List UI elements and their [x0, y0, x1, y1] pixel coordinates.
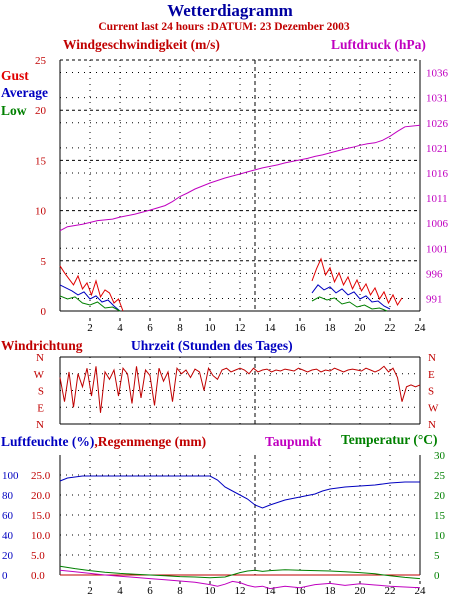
wind-panel-x-tick-label: 20 — [355, 322, 367, 334]
climate-panel-x-tick-label: 10 — [205, 585, 217, 597]
pressure-y-tick-label: 1011 — [426, 193, 448, 205]
humidity-y-tick-label: 60 — [2, 510, 14, 522]
humidity-y-tick-label: 100 — [2, 470, 19, 482]
wind-y-tick-label: 10 — [35, 206, 47, 218]
humidity-y-tick-label: 40 — [2, 530, 14, 542]
climate-panel-x-tick-label: 8 — [177, 585, 183, 597]
direction-left-tick-label: N — [36, 352, 44, 364]
direction-left-tick-label: E — [37, 402, 44, 414]
wind-low-line — [311, 296, 388, 312]
rain-axis-label: Regenmenge (mm) — [98, 434, 206, 449]
humidity-axis-label: Luftfeuchte (%) — [1, 434, 94, 449]
wind-y-tick-label: 5 — [41, 256, 47, 268]
rain-y-tick-label: 5.0 — [31, 550, 45, 562]
pressure-y-tick-label: 991 — [426, 293, 443, 305]
rain-y-tick-label: 10.0 — [31, 530, 51, 542]
humidity-y-tick-label: 0 — [2, 570, 8, 582]
temperature-y-tick-label: 25 — [434, 470, 446, 482]
wind-panel-x-tick-label: 14 — [265, 322, 277, 334]
legend-low: Low — [1, 103, 27, 118]
time-axis-label: Uhrzeit (Stunden des Tages) — [131, 338, 293, 353]
climate-panel-x-tick-label: 18 — [325, 585, 337, 597]
wind-panel-x-tick-label: 2 — [87, 322, 93, 334]
climate-panel-x-tick-label: 12 — [235, 585, 246, 597]
climate-panel-x-tick-label: 16 — [295, 585, 307, 597]
direction-left-tick-label: N — [36, 419, 44, 431]
wind-y-tick-label: 0 — [41, 306, 47, 318]
climate-panel-x-tick-label: 22 — [385, 585, 396, 597]
pressure-y-tick-label: 1031 — [426, 93, 448, 105]
wind-panel-x-tick-label: 8 — [177, 322, 183, 334]
wind-average-line — [59, 284, 121, 312]
direction-right-tick-label: S — [428, 386, 434, 398]
humidity-y-tick-label: 20 — [2, 550, 14, 562]
temperature-y-tick-label: 5 — [434, 550, 440, 562]
legend-average: Average — [1, 85, 48, 100]
wind-y-tick-label: 25 — [35, 55, 47, 67]
climate-panel-x-tick-label: 6 — [147, 585, 153, 597]
wind-panel-x-tick-label: 16 — [295, 322, 307, 334]
direction-left-tick-label: S — [38, 386, 44, 398]
direction-left-tick-label: W — [34, 369, 45, 381]
rain-y-tick-label: 20.0 — [31, 490, 51, 502]
wind-average-line — [311, 284, 391, 310]
wind-panel-x-tick-label: 6 — [147, 322, 153, 334]
pressure-line — [59, 124, 421, 232]
rain-y-tick-label: 15.0 — [31, 510, 51, 522]
plot-layer: 0510152025991996100110061011101610211026… — [2, 55, 449, 597]
pressure-axis-label: Luftdruck (hPa) — [331, 37, 426, 52]
wind-panel-x-tick-label: 22 — [385, 322, 396, 334]
wind-low-line — [59, 295, 121, 312]
wind-y-tick-label: 15 — [35, 155, 47, 167]
climate-humidity-line — [59, 475, 420, 509]
direction-right-tick-label: N — [428, 352, 436, 364]
pressure-y-tick-label: 1021 — [426, 143, 448, 155]
chart-title: Wetterdiagramm — [167, 1, 293, 20]
wind-panel-x-tick-label: 12 — [235, 322, 246, 334]
climate-panel-x-tick-label: 24 — [415, 585, 427, 597]
wind-gust-line — [59, 265, 124, 312]
dewpoint-label: Taupunkt — [265, 434, 322, 449]
pressure-y-tick-label: 1001 — [426, 243, 448, 255]
humidity-y-tick-label: 80 — [2, 490, 14, 502]
climate-panel-x-tick-label: 2 — [87, 585, 93, 597]
pressure-y-tick-label: 1026 — [426, 118, 449, 130]
wind-y-tick-label: 20 — [35, 105, 47, 117]
wind-panel-x-tick-label: 10 — [205, 322, 217, 334]
wind-panel-x-tick-label: 18 — [325, 322, 337, 334]
temperature-y-tick-label: 15 — [434, 510, 446, 522]
climate-panel-x-tick-label: 20 — [355, 585, 367, 597]
direction-right-tick-label: W — [428, 402, 439, 414]
label-separator: , — [94, 434, 97, 449]
temperature-y-tick-label: 20 — [434, 490, 446, 502]
direction-right-tick-label: N — [428, 419, 436, 431]
climate-panel-x-tick-label: 14 — [265, 585, 277, 597]
pressure-y-tick-label: 1006 — [426, 218, 449, 230]
climate-temperature-line — [59, 565, 421, 580]
wind-direction-title: Windrichtung — [1, 338, 83, 353]
wind-gust-line — [311, 257, 403, 307]
pressure-y-tick-label: 1016 — [426, 168, 449, 180]
temperature-y-tick-label: 0 — [434, 570, 440, 582]
temperature-y-tick-label: 10 — [434, 530, 446, 542]
wind-panel-x-tick-label: 24 — [415, 322, 427, 334]
direction-right-tick-label: E — [428, 369, 435, 381]
humidity-rain-label: Luftfeuchte (%),Regenmenge (mm) — [1, 434, 206, 449]
wind-speed-axis-label: Windgeschwindigkeit (m/s) — [63, 37, 220, 52]
pressure-y-tick-label: 996 — [426, 268, 443, 280]
temperature-y-tick-label: 30 — [434, 450, 446, 462]
rain-y-tick-label: 25.0 — [31, 470, 51, 482]
pressure-y-tick-label: 1036 — [426, 68, 449, 80]
legend-gust: Gust — [1, 68, 29, 83]
climate-temperature-line — [59, 569, 421, 590]
chart-subtitle: Current last 24 hours :DATUM: 23 Dezembe… — [98, 21, 350, 33]
rain-y-tick-label: 0.0 — [31, 570, 45, 582]
wind-direction-line — [59, 365, 421, 413]
wind-panel-x-tick-label: 4 — [117, 322, 123, 334]
climate-panel-x-tick-label: 4 — [117, 585, 123, 597]
temperature-axis-label: Temperatur (°C) — [341, 432, 438, 447]
